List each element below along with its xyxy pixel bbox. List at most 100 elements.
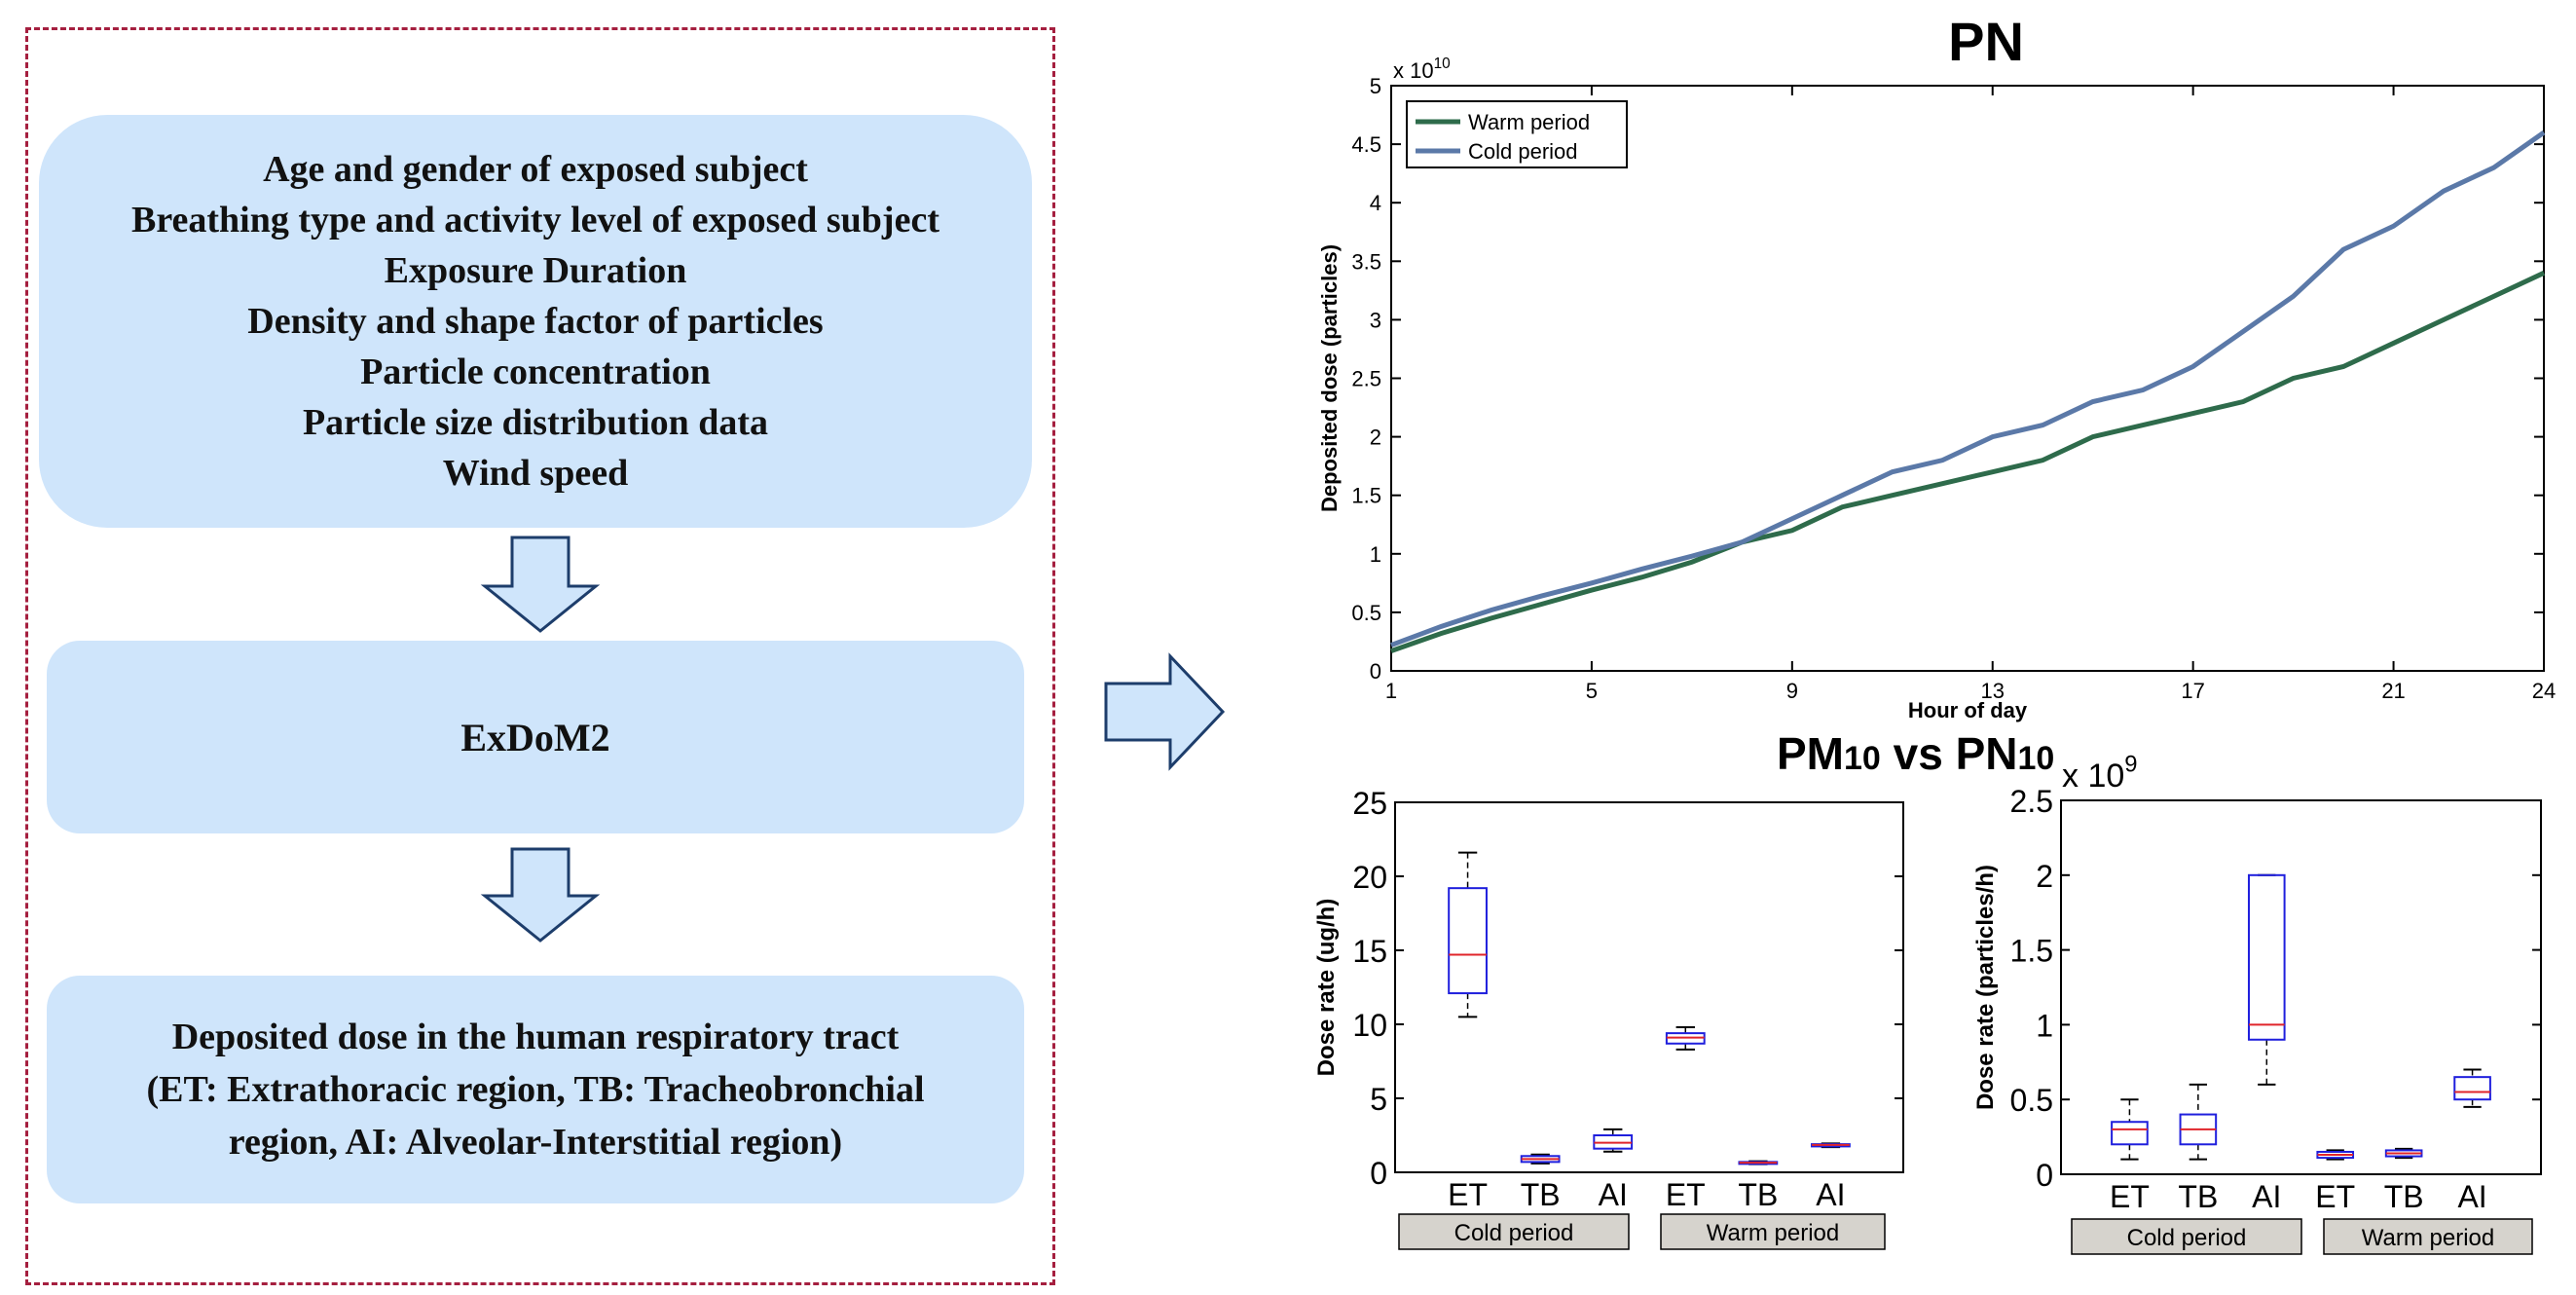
group-label: Cold period bbox=[1454, 1220, 1574, 1246]
x-tick-label: 13 bbox=[1980, 679, 2004, 703]
y-tick-label: 4.5 bbox=[1351, 132, 1381, 157]
box-tb-cold bbox=[1520, 1153, 1561, 1165]
box-tb-warm bbox=[1738, 1160, 1779, 1166]
y-tick-label: 0 bbox=[1370, 1156, 1387, 1191]
y-tick-label: 3 bbox=[1370, 308, 1381, 332]
plot-frame bbox=[1390, 85, 2545, 672]
right-arrow-icon bbox=[1104, 652, 1226, 771]
group-label-box bbox=[2071, 1218, 2302, 1255]
y-tick-label: 5 bbox=[1370, 74, 1381, 98]
y-multiplier-label: x 1010 bbox=[1393, 56, 1451, 83]
output-line: region, AI: Alveolar-Interstitial region… bbox=[228, 1122, 843, 1163]
output-box: Deposited dose in the human respiratory … bbox=[47, 976, 1024, 1203]
box-ai-warm bbox=[1811, 1142, 1851, 1149]
x-tick-label: AI bbox=[1816, 1177, 1845, 1212]
x-tick-label: ET bbox=[2315, 1179, 2355, 1214]
group-label: Warm period bbox=[2362, 1225, 2494, 1251]
output-line: Deposited dose in the human respiratory … bbox=[171, 1017, 900, 1057]
box-ai-cold bbox=[2247, 873, 2286, 1086]
box-et-cold bbox=[2111, 1098, 2149, 1161]
y-tick-label: 15 bbox=[1352, 934, 1387, 969]
input-item: Particle concentration bbox=[360, 352, 711, 392]
y-tick-label: 1.5 bbox=[2010, 934, 2053, 969]
y-tick-label: 1.5 bbox=[1351, 484, 1381, 508]
group-label-box bbox=[1398, 1213, 1630, 1250]
x-tick-label: 21 bbox=[2381, 679, 2405, 703]
pn-line-chart: PN 0 0.5 1 1.5 2 2.5 3 3.5 4 4.5 5 1 5 9 13 17 21 24 Hour o… bbox=[1317, 11, 2556, 722]
legend-label: Cold period bbox=[1468, 139, 1578, 164]
box-et-warm bbox=[2316, 1149, 2355, 1161]
box-et-warm bbox=[1665, 1026, 1706, 1051]
y-tick-label: 3.5 bbox=[1351, 249, 1381, 274]
down-arrow-icon bbox=[480, 847, 601, 943]
input-item: Density and shape factor of particles bbox=[247, 301, 824, 342]
y-tick-label: 2 bbox=[1370, 426, 1381, 450]
plot-frame bbox=[1394, 801, 1904, 1173]
box-et-cold bbox=[1448, 851, 1488, 1018]
group-label-box bbox=[1660, 1213, 1886, 1250]
group-label: Warm period bbox=[1707, 1220, 1839, 1246]
y-tick-label: 2 bbox=[2036, 859, 2053, 894]
input-item: Age and gender of exposed subject bbox=[263, 149, 808, 190]
box-tb-cold bbox=[2179, 1083, 2218, 1161]
y-axis-label: Dose rate (particles/h) bbox=[1972, 865, 1999, 1110]
y-tick-label: 1 bbox=[1370, 542, 1381, 567]
legend-box bbox=[1406, 100, 1628, 168]
model-box: ExDoM2 bbox=[47, 641, 1024, 833]
input-parameters-box: Age and gender of exposed subject Breath… bbox=[39, 115, 1032, 528]
x-tick-label: 1 bbox=[1385, 679, 1397, 703]
series-line bbox=[1390, 130, 2546, 648]
box-tb-warm bbox=[2384, 1147, 2423, 1160]
y-axis-label: Deposited dose (particles) bbox=[1317, 244, 1342, 512]
x-tick-label: TB bbox=[1738, 1177, 1778, 1212]
x-tick-label: AI bbox=[2252, 1179, 2281, 1214]
down-arrow-icon bbox=[480, 536, 601, 633]
y-tick-label: 0.5 bbox=[2010, 1083, 2053, 1118]
x-tick-label: TB bbox=[2178, 1179, 2218, 1214]
y-tick-label: 0 bbox=[1370, 659, 1381, 684]
output-line: (ET: Extrathoracic region, TB: Tracheobr… bbox=[146, 1069, 925, 1110]
y-axis-label: Dose rate (ug/h) bbox=[1313, 899, 1340, 1077]
model-name: ExDoM2 bbox=[460, 715, 610, 759]
x-tick-label: 9 bbox=[1786, 679, 1798, 703]
input-item: Wind speed bbox=[442, 453, 629, 494]
box-body bbox=[2247, 873, 2286, 1041]
y-tick-label: 20 bbox=[1352, 860, 1387, 895]
y-tick-label: 2.5 bbox=[2010, 784, 2053, 819]
pm10-box-chart: PM10 vs PN10 0 5 10 15 20 25 Dose rate (ug/h) ET… bbox=[1313, 728, 2054, 1250]
x-tick-label: 17 bbox=[2181, 679, 2204, 703]
x-tick-label: ET bbox=[1448, 1177, 1488, 1212]
x-tick-label: 24 bbox=[2532, 679, 2556, 703]
legend-label: Warm period bbox=[1468, 110, 1590, 134]
input-item: Particle size distribution data bbox=[302, 402, 769, 443]
box-body bbox=[2111, 1121, 2149, 1146]
input-item: Exposure Duration bbox=[384, 250, 687, 291]
x-tick-label: TB bbox=[1521, 1177, 1561, 1212]
group-label-box bbox=[2323, 1218, 2533, 1255]
chart-title: PM10 vs PN10 bbox=[1777, 728, 2054, 779]
pn10-box-chart: 0 0.5 1 1.5 2 2.5 Dose rate (particles/h) x 109… bbox=[1972, 752, 2542, 1255]
y-tick-label: 10 bbox=[1352, 1008, 1387, 1043]
box-body bbox=[2453, 1076, 2491, 1101]
input-item: Breathing type and activity level of exp… bbox=[131, 200, 939, 240]
legend: Warm period Cold period bbox=[1406, 100, 1628, 168]
y-tick-label: 1 bbox=[2036, 1008, 2053, 1043]
x-axis-label: Hour of day bbox=[1908, 698, 2028, 722]
y-tick-label: 4 bbox=[1370, 191, 1381, 215]
x-tick-label: TB bbox=[2384, 1179, 2424, 1214]
x-tick-label: ET bbox=[2110, 1179, 2150, 1214]
y-tick-label: 5 bbox=[1370, 1082, 1387, 1117]
chart-title: PN bbox=[1948, 11, 2024, 72]
y-multiplier-label: x 109 bbox=[2062, 752, 2138, 795]
x-tick-label: ET bbox=[1666, 1177, 1706, 1212]
y-tick-label: 25 bbox=[1352, 786, 1387, 821]
y-tick-label: 0.5 bbox=[1351, 601, 1381, 625]
flowchart-frame bbox=[25, 27, 1055, 1285]
group-label: Cold period bbox=[2127, 1225, 2247, 1251]
box-ai-warm bbox=[2453, 1068, 2491, 1108]
plot-frame bbox=[2060, 799, 2542, 1175]
box-ai-cold bbox=[1593, 1128, 1634, 1153]
x-tick-label: AI bbox=[2457, 1179, 2486, 1214]
